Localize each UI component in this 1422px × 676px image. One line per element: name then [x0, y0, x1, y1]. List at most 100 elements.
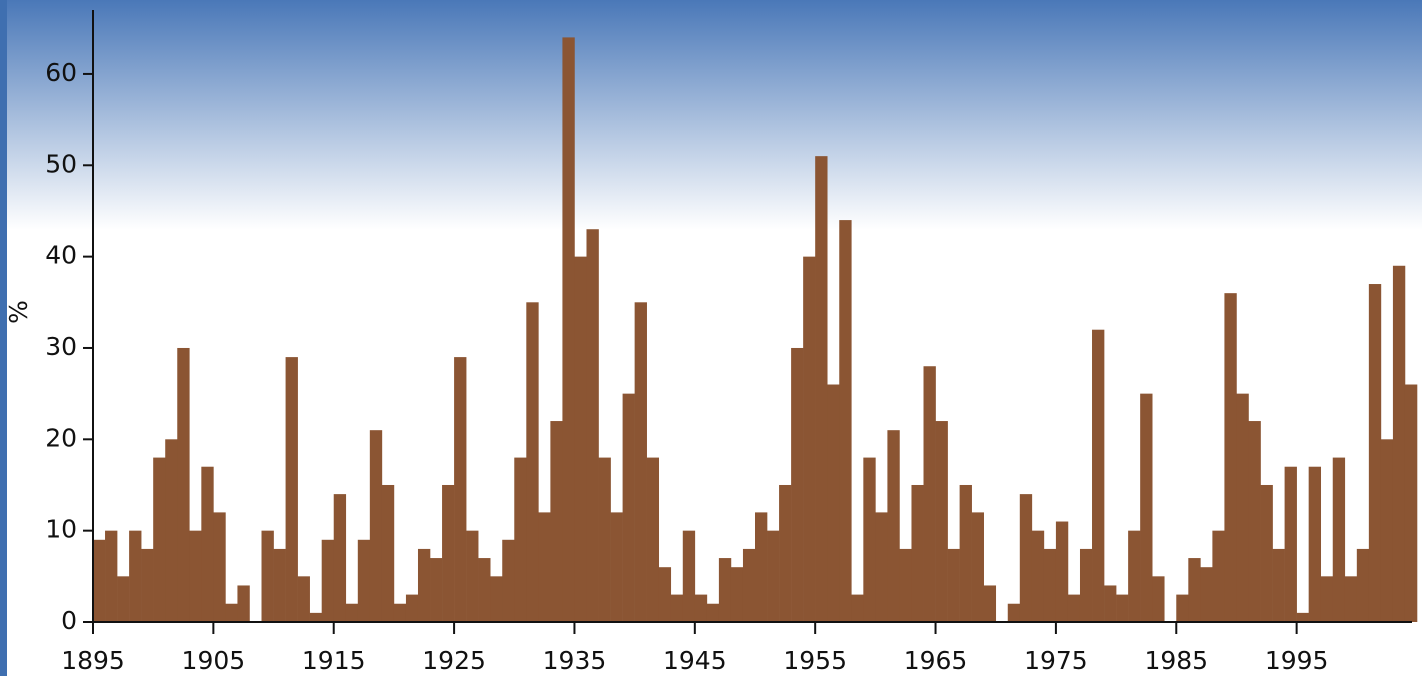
x-tick-label: 1925	[422, 646, 486, 675]
bar	[381, 484, 395, 622]
bar	[634, 302, 647, 622]
bar	[586, 229, 599, 622]
bar	[935, 421, 948, 622]
bar	[1296, 612, 1309, 622]
bar	[1260, 484, 1273, 622]
bar	[863, 457, 876, 622]
bar	[1043, 548, 1057, 622]
bar	[694, 594, 708, 622]
x-tick-label: 1995	[1265, 646, 1329, 675]
bar	[1188, 558, 1201, 622]
y-tick-label: 60	[45, 58, 77, 87]
bar	[333, 494, 347, 622]
bar	[1067, 594, 1081, 622]
y-tick-label: 10	[45, 515, 77, 544]
bar	[442, 484, 455, 622]
bar	[730, 567, 744, 622]
bar	[1392, 265, 1406, 622]
bar	[1224, 293, 1237, 622]
bar	[718, 558, 732, 622]
bar	[1007, 603, 1021, 622]
left-strip	[0, 0, 7, 676]
bar	[1128, 530, 1141, 622]
x-tick-label: 1955	[783, 646, 847, 675]
x-tick-label: 1895	[61, 646, 125, 675]
bar	[574, 256, 587, 622]
bar	[1140, 393, 1153, 622]
bar	[827, 384, 840, 622]
bar	[165, 439, 178, 622]
bar	[622, 393, 635, 622]
bar	[1212, 530, 1225, 622]
bar	[454, 357, 467, 622]
bar	[1344, 576, 1358, 622]
bar	[803, 256, 816, 622]
bar	[1404, 384, 1418, 622]
bar	[502, 539, 515, 622]
bar	[767, 530, 780, 622]
bar	[706, 603, 720, 622]
bar	[1248, 421, 1261, 622]
bar	[851, 594, 864, 622]
bar	[899, 548, 912, 622]
bar	[1031, 530, 1045, 622]
bar	[357, 539, 371, 622]
bar	[261, 530, 274, 622]
y-tick-label: 50	[45, 149, 77, 178]
bar	[1368, 284, 1382, 622]
x-tick-label: 1965	[904, 646, 968, 675]
bar	[1104, 585, 1117, 622]
bar	[887, 430, 900, 622]
bar	[177, 347, 190, 622]
bar	[1019, 494, 1033, 622]
bar	[478, 558, 491, 622]
bar	[947, 548, 960, 622]
bar	[405, 594, 419, 622]
bar	[959, 484, 972, 622]
bar	[225, 603, 238, 622]
bar	[393, 603, 407, 622]
y-tick-label: 0	[61, 606, 77, 635]
bar	[201, 466, 214, 622]
bar	[1116, 594, 1129, 622]
bar	[971, 512, 984, 622]
bar	[273, 548, 286, 622]
bar	[839, 220, 852, 623]
bar	[598, 457, 611, 622]
bar	[1079, 548, 1093, 622]
bar	[153, 457, 166, 622]
bar	[1308, 466, 1322, 622]
bar	[538, 512, 551, 622]
bar	[1332, 457, 1346, 622]
x-tick-label: 1915	[302, 646, 366, 675]
bar	[105, 530, 118, 622]
bar	[658, 567, 672, 622]
bar	[430, 558, 443, 622]
bar	[815, 156, 828, 623]
x-tick-label: 1905	[182, 646, 246, 675]
bar	[1320, 576, 1334, 622]
bar	[1380, 439, 1394, 622]
bar	[141, 548, 154, 622]
y-tick-label: 30	[45, 332, 77, 361]
bar	[345, 603, 359, 622]
bar	[466, 530, 479, 622]
bar	[213, 512, 226, 622]
bar	[1092, 329, 1105, 622]
bar	[309, 612, 322, 622]
x-tick-label: 1945	[663, 646, 727, 675]
bar	[755, 512, 768, 622]
bar	[646, 457, 660, 622]
bar	[742, 548, 756, 622]
bar	[911, 484, 924, 622]
bar	[417, 548, 431, 622]
bar	[189, 530, 202, 622]
bar	[93, 539, 106, 622]
bar	[983, 585, 997, 622]
bar	[610, 512, 623, 622]
bar	[297, 576, 310, 622]
bar	[1272, 548, 1285, 622]
